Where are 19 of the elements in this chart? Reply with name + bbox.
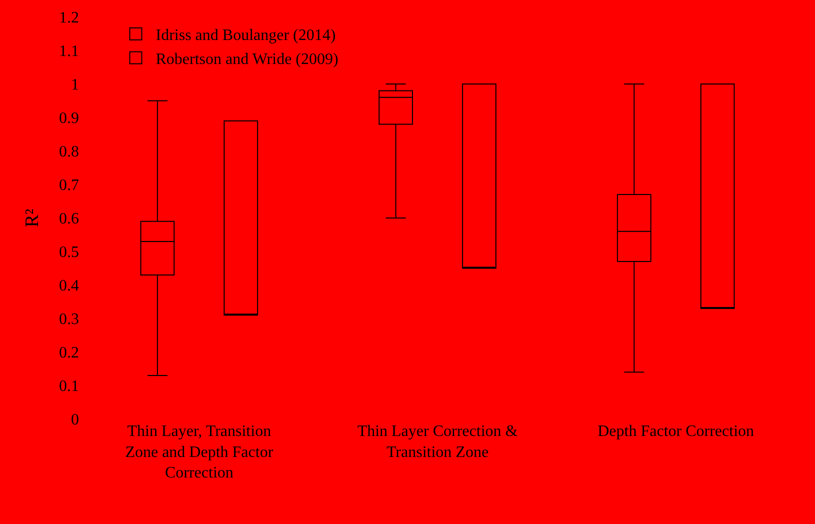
y-tick-label: 0.3: [59, 311, 79, 328]
x-tick-label: Depth Factor Correction: [598, 423, 754, 440]
legend-label: Robertson and Wride (2009): [156, 50, 338, 68]
x-tick-label: Thin Layer Correction & Transition Zone: [357, 423, 518, 461]
y-tick-label: 1.2: [59, 10, 79, 27]
legend-label: Idriss and Boulanger (2014): [156, 27, 336, 44]
x-tick-label: Thin Layer, Transition Zone and Depth Factor Correction: [125, 423, 274, 482]
y-tick-label: 0.6: [59, 210, 79, 228]
y-tick-label: 0.1: [59, 378, 79, 396]
y-axis-title: R²: [22, 208, 43, 228]
y-tick-label: 0.5: [59, 244, 79, 262]
y-tick-label: 0.9: [59, 110, 79, 128]
y-tick-label: 1: [71, 76, 79, 94]
y-tick-label: 0.8: [59, 144, 79, 161]
y-tick-label: 0: [71, 412, 79, 429]
y-tick-label: 0.4: [59, 278, 79, 295]
y-tick-label: 0.7: [59, 177, 79, 194]
y-tick-label: 1.1: [59, 43, 79, 60]
y-tick-label: 0.2: [59, 344, 79, 362]
